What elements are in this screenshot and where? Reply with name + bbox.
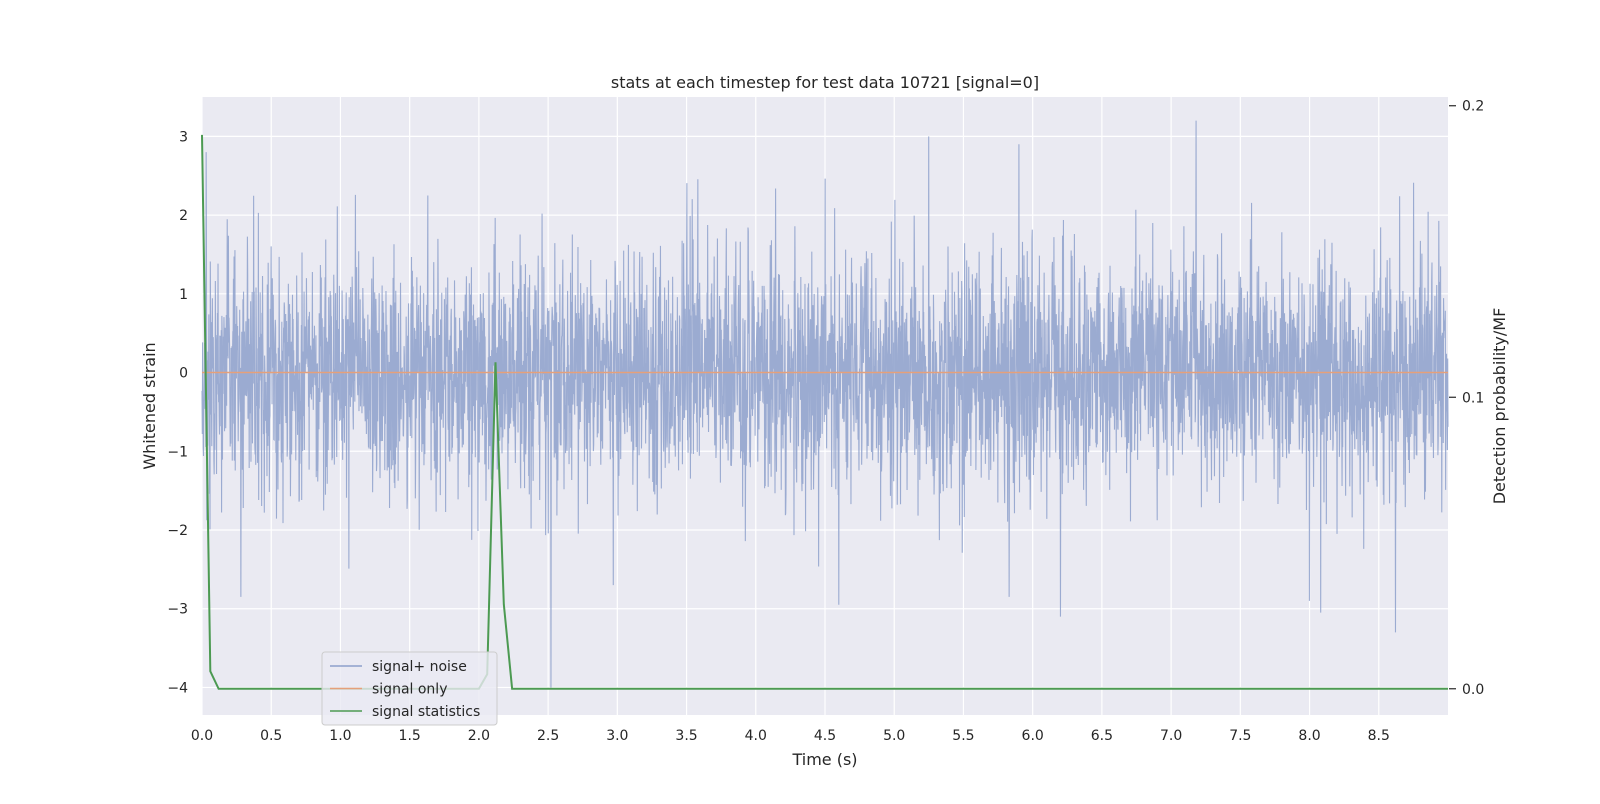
x-tick-label: 6.5 [1091,728,1113,744]
x-tick-label: 3.5 [675,728,697,744]
x-tick-label: 8.5 [1368,728,1390,744]
x-tick-label: 1.5 [399,728,421,744]
series-signal-noise [201,120,1449,688]
y-tick-label: 0 [179,366,188,382]
y-tick-label: 1 [179,287,188,303]
y2-tick-label: 0.2 [1462,99,1484,115]
legend-box [321,651,498,726]
x-axis-ticks: 0.0 0.5 1.0 1.5 2.0 2.5 3.0 3.5 4.0 4.5 5.0 5.5 6.0 6… [191,728,1390,744]
series-line-signal-noise [201,120,1449,688]
y-axis-ticks: 3 2 1 0 −1 −2 −3 −4 [167,129,188,696]
x-tick-label: 7.0 [1160,728,1182,744]
x-tick-label: 8.0 [1298,728,1320,744]
y-tick-label: −2 [167,523,188,539]
y2-tick-label: 0.1 [1462,390,1484,406]
legend-label-signal-only: signal only [372,682,447,698]
x-tick-label: 0.5 [260,728,282,744]
x-tick-label: 6.0 [1022,728,1044,744]
y-axis-label: Whitened strain [140,342,159,469]
y-tick-label: 3 [179,129,188,145]
legend: signal+ noise signal only signal statist… [321,651,498,726]
x-tick-label: 3.0 [606,728,628,744]
x-tick-label: 4.5 [814,728,836,744]
x-tick-label: 5.0 [883,728,905,744]
chart-title: stats at each timestep for test data 107… [611,73,1039,92]
x-tick-label: 2.5 [537,728,559,744]
y2-tick-label: 0.0 [1462,682,1484,698]
x-tick-label: 7.5 [1229,728,1251,744]
x-tick-label: 4.0 [745,728,767,744]
y2-axis-ticks: 0.2 0.1 0.0 [1449,99,1484,698]
x-axis-label: Time (s) [791,750,857,769]
legend-label-signal-statistics: signal statistics [372,704,480,720]
x-tick-label: 0.0 [191,728,213,744]
x-tick-label: 5.5 [952,728,974,744]
y-tick-label: 2 [179,208,188,224]
y-tick-label: −1 [167,444,188,460]
legend-label-signal-noise: signal+ noise [372,659,467,675]
x-tick-label: 2.0 [468,728,490,744]
y-tick-label: −3 [167,602,188,618]
y2-axis-label: Detection probability/MF [1490,308,1509,505]
x-tick-label: 1.0 [329,728,351,744]
y-tick-label: −4 [167,680,188,696]
